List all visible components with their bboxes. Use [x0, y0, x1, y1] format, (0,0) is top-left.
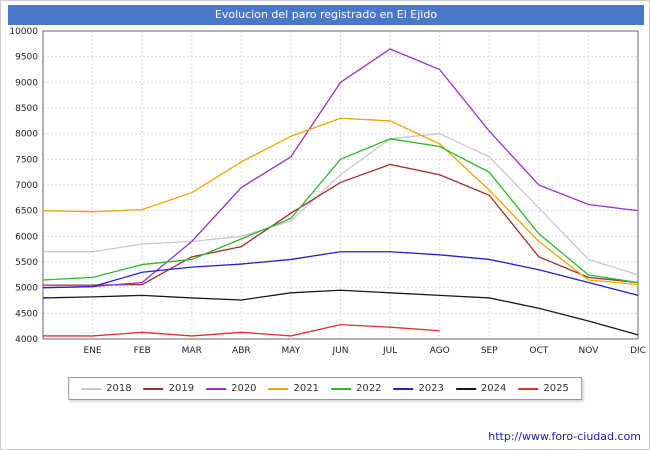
legend-label: 2025: [543, 383, 569, 394]
series-line-2025: [43, 323, 440, 337]
svg-text:ENE: ENE: [84, 346, 102, 356]
svg-text:6000: 6000: [15, 232, 38, 242]
legend-item-2022: 2022: [331, 383, 381, 394]
legend-color-swatch: [206, 387, 227, 390]
legend-item-2020: 2020: [206, 383, 257, 394]
svg-text:8000: 8000: [15, 130, 38, 140]
legend-item-2018: 2018: [81, 383, 132, 394]
legend-label: 2021: [293, 383, 319, 394]
legend-label: 2022: [356, 383, 382, 394]
svg-text:9500: 9500: [15, 53, 38, 63]
svg-text:5000: 5000: [15, 284, 38, 294]
series-line-2021: [42, 117, 639, 286]
legend-color-swatch: [455, 387, 476, 390]
svg-text:7000: 7000: [15, 181, 38, 191]
svg-text:JUN: JUN: [332, 346, 349, 356]
gridlines: [43, 30, 639, 340]
series-line-2023: [42, 251, 639, 296]
chart-title: Evolucion del paro registrado en El Ejid…: [8, 5, 644, 25]
legend-color-swatch: [81, 387, 102, 390]
svg-text:SEP: SEP: [481, 346, 498, 356]
legend-label: 2020: [231, 383, 257, 394]
svg-text:4000: 4000: [15, 335, 38, 345]
svg-text:AGO: AGO: [430, 346, 450, 356]
svg-text:JUL: JUL: [382, 346, 397, 356]
legend-color-swatch: [393, 387, 414, 390]
legend-color-swatch: [518, 387, 539, 390]
svg-text:4500: 4500: [15, 309, 38, 319]
series-line-2024: [42, 289, 639, 336]
svg-text:7500: 7500: [15, 155, 38, 165]
legend-label: 2019: [168, 383, 195, 394]
plot-area: 4000 4500 5000 5500 6000 6500 7000 7500 8000 8500…: [9, 27, 646, 356]
legend-item-2021: 2021: [268, 383, 319, 394]
svg-text:DIC: DIC: [630, 346, 646, 356]
svg-text:MAY: MAY: [282, 346, 301, 356]
svg-text:5500: 5500: [15, 258, 38, 268]
svg-text:NOV: NOV: [579, 346, 600, 356]
legend-color-swatch: [268, 387, 289, 390]
series-line-2019: [43, 163, 639, 286]
svg-text:FEB: FEB: [134, 346, 151, 356]
legend-label: 2018: [106, 383, 132, 394]
legend-color-swatch: [331, 387, 351, 390]
footer-link[interactable]: http://www.foro-ciudad.com: [488, 430, 641, 443]
legend-item-2019: 2019: [143, 383, 195, 394]
svg-text:9000: 9000: [15, 78, 38, 88]
series-line-2020: [42, 48, 639, 289]
y-axis-labels: 4000 4500 5000 5500 6000 6500 7000 7500 8000 8500…: [9, 27, 38, 345]
svg-text:MAR: MAR: [182, 346, 202, 356]
legend-label: 2023: [418, 383, 444, 394]
legend-item-2024: 2024: [455, 383, 507, 394]
legend: 2018 2019 2020 2021 2022 2023 2024 2025: [68, 377, 582, 400]
legend-item-2023: 2023: [393, 383, 444, 394]
series-line-2022: [42, 138, 639, 284]
series-line-2018: [43, 133, 639, 276]
legend-color-swatch: [143, 387, 164, 390]
legend-label: 2024: [480, 383, 507, 394]
svg-text:8500: 8500: [15, 104, 38, 114]
svg-text:OCT: OCT: [529, 346, 548, 356]
svg-text:6500: 6500: [15, 207, 38, 217]
svg-text:10000: 10000: [9, 27, 38, 37]
svg-text:ABR: ABR: [232, 346, 251, 356]
legend-item-2025: 2025: [518, 383, 569, 394]
series-lines: [42, 48, 639, 337]
x-axis-labels: ENE FEB MAR ABR MAY JUN JUL AGO SEP OCT NOV DIC: [84, 346, 646, 356]
